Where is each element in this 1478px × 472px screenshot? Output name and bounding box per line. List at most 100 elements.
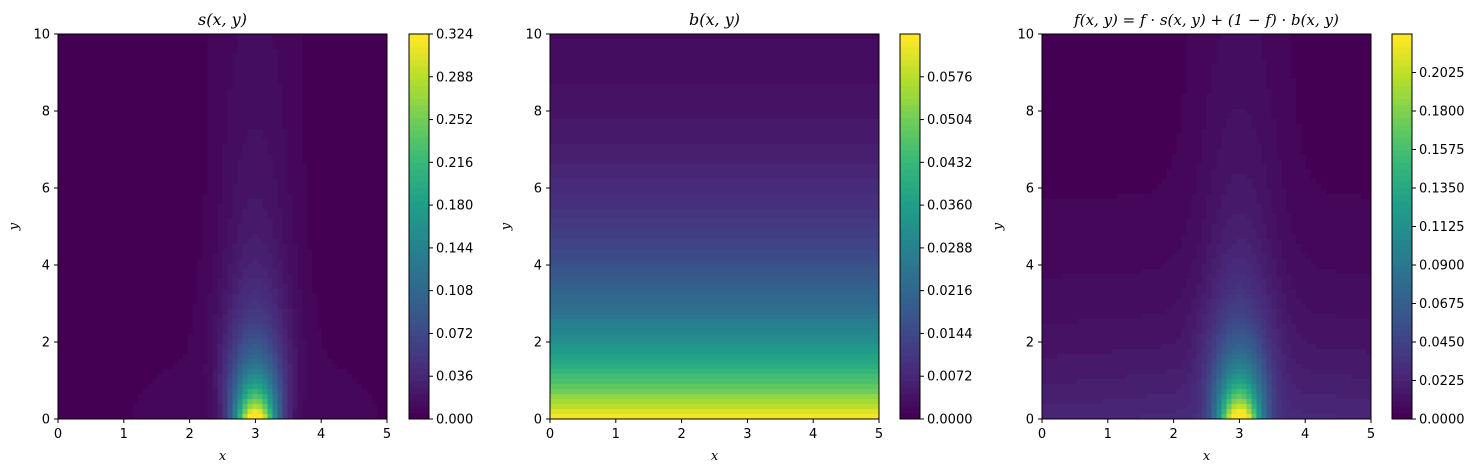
heatmap-cell <box>97 199 104 205</box>
heatmap-cell <box>362 254 368 260</box>
heatmap-cell <box>327 329 333 335</box>
heatmap-cell <box>207 269 214 275</box>
heatmap-cell <box>382 104 388 110</box>
heatmap-cell <box>67 329 74 335</box>
heatmap-cell <box>367 94 373 100</box>
heatmap-cell <box>102 349 109 355</box>
heatmap-cell <box>267 89 273 95</box>
heatmap-cell <box>337 354 343 360</box>
heatmap-cell <box>167 364 174 370</box>
heatmap-cell <box>87 79 94 85</box>
heatmap-cell <box>182 314 189 320</box>
heatmap-cell <box>257 74 263 80</box>
heatmap-cell <box>77 364 84 370</box>
heatmap-cell <box>162 279 169 285</box>
heatmap-cell <box>117 224 124 230</box>
heatmap-cell <box>162 234 169 240</box>
heatmap-cell <box>252 54 258 60</box>
heatmap-cell <box>77 179 84 185</box>
heatmap-cell <box>82 249 89 255</box>
heatmap-cell <box>252 299 258 305</box>
heatmap-cell <box>167 234 174 240</box>
heatmap-cell <box>322 229 328 235</box>
heatmap-cell <box>177 309 184 315</box>
heatmap-cell <box>232 279 239 285</box>
heatmap-cell <box>107 114 114 120</box>
heatmap-cell <box>217 34 224 40</box>
heatmap-cell <box>252 269 258 275</box>
heatmap-cell <box>112 44 119 50</box>
heatmap-cell <box>112 274 119 280</box>
heatmap-cell <box>142 59 149 65</box>
heatmap-cell <box>382 39 388 45</box>
heatmap-cell <box>352 379 358 385</box>
heatmap-cell <box>262 179 268 185</box>
heatmap-cell <box>272 89 278 95</box>
heatmap-cell <box>137 269 144 275</box>
heatmap-cell <box>162 224 169 230</box>
heatmap-cell <box>157 174 164 180</box>
heatmap-cell <box>382 309 388 315</box>
heatmap-cell <box>357 259 363 265</box>
heatmap-cell <box>157 404 164 410</box>
heatmap-cell <box>332 54 338 60</box>
heatmap-cell <box>67 59 74 65</box>
heatmap-cell <box>277 164 283 170</box>
heatmap-cell <box>347 214 353 220</box>
heatmap-cell <box>67 254 74 260</box>
heatmap-cell <box>58 234 64 240</box>
heatmap-cell <box>132 409 139 415</box>
heatmap-cell <box>307 319 313 325</box>
heatmap-cell <box>152 374 159 380</box>
heatmap-cell <box>212 54 219 60</box>
heatmap-cell <box>252 174 258 180</box>
heatmap-cell <box>177 389 184 395</box>
heatmap-cell <box>117 174 124 180</box>
heatmap-cell <box>107 409 114 415</box>
heatmap-cell <box>287 294 293 300</box>
heatmap-cell <box>162 139 169 145</box>
heatmap-cell <box>307 214 313 220</box>
heatmap-cell <box>177 184 184 190</box>
heatmap-cell <box>187 239 194 245</box>
heatmap-cell <box>122 149 129 155</box>
heatmap-cell <box>272 239 278 245</box>
heatmap-cell <box>247 374 253 380</box>
heatmap-cell <box>87 119 94 125</box>
heatmap-cell <box>97 119 104 125</box>
heatmap-cell <box>82 34 89 40</box>
heatmap-cell <box>107 319 114 325</box>
heatmap-cell <box>257 129 263 135</box>
heatmap-cell <box>377 269 383 275</box>
heatmap-cell <box>167 404 174 410</box>
heatmap-cell <box>232 119 239 125</box>
heatmap-cell <box>322 179 328 185</box>
heatmap-cell <box>252 374 258 380</box>
heatmap-cell <box>382 234 388 240</box>
heatmap-cell <box>152 274 159 280</box>
heatmap-cell <box>377 104 383 110</box>
heatmap-cell <box>382 204 388 210</box>
heatmap-cell <box>202 194 209 200</box>
heatmap-cell <box>132 289 139 295</box>
heatmap-cell <box>92 344 99 350</box>
heatmap-cell <box>132 104 139 110</box>
heatmap-cell <box>232 254 239 260</box>
heatmap-cell <box>307 269 313 275</box>
heatmap-cell <box>177 344 184 350</box>
heatmap-cell <box>87 279 94 285</box>
heatmap-cell <box>58 129 64 135</box>
heatmap-cell <box>377 359 383 365</box>
heatmap-cell <box>222 239 229 245</box>
heatmap-cell <box>302 134 308 140</box>
heatmap-cell <box>212 144 219 150</box>
heatmap-cell <box>337 344 343 350</box>
heatmap-cell <box>312 354 318 360</box>
heatmap-cell <box>72 394 79 400</box>
heatmap-cell <box>357 64 363 70</box>
heatmap-cell <box>112 39 119 45</box>
heatmap-cell <box>197 399 204 405</box>
heatmap-cell <box>327 384 333 390</box>
heatmap-cell <box>372 344 378 350</box>
heatmap-cell <box>327 184 333 190</box>
